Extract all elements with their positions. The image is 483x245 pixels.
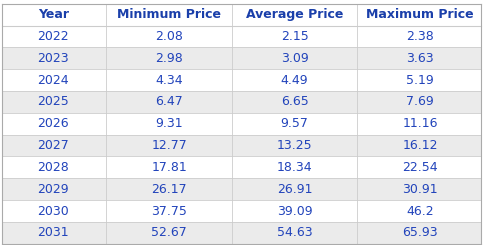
Bar [2,91,481,113]
Text: 2.98: 2.98 [155,52,183,65]
Text: 9.57: 9.57 [281,117,309,130]
Text: 4.49: 4.49 [281,74,309,86]
Text: 18.34: 18.34 [277,161,313,174]
Text: 13.25: 13.25 [277,139,313,152]
Text: 54.63: 54.63 [277,226,313,239]
Text: 16.12: 16.12 [402,139,438,152]
Text: 2029: 2029 [37,183,69,196]
Text: 6.47: 6.47 [155,95,183,108]
Text: 2026: 2026 [37,117,69,130]
Text: Year: Year [38,8,69,21]
Text: 2025: 2025 [37,95,69,108]
Text: Maximum Price: Maximum Price [367,8,474,21]
Bar [2,178,481,200]
Text: 2.38: 2.38 [406,30,434,43]
Text: 9.31: 9.31 [155,117,183,130]
Text: 17.81: 17.81 [151,161,187,174]
Text: 2022: 2022 [37,30,69,43]
Bar [2,25,481,47]
Text: Minimum Price: Minimum Price [117,8,221,21]
Text: 4.34: 4.34 [155,74,183,86]
Bar [2,200,481,222]
Bar [2,113,481,135]
Text: 2027: 2027 [37,139,69,152]
Bar [2,47,481,69]
Text: 2023: 2023 [37,52,69,65]
Text: 30.91: 30.91 [402,183,438,196]
Bar [2,135,481,157]
Text: 3.09: 3.09 [281,52,309,65]
Text: 2.15: 2.15 [281,30,309,43]
Text: 46.2: 46.2 [406,205,434,218]
Text: 7.69: 7.69 [406,95,434,108]
Text: 65.93: 65.93 [402,226,438,239]
Text: 11.16: 11.16 [402,117,438,130]
Text: 52.67: 52.67 [151,226,187,239]
Text: 5.19: 5.19 [406,74,434,86]
Text: 2031: 2031 [37,226,69,239]
Bar [2,157,481,178]
Text: 2030: 2030 [37,205,69,218]
Text: 26.17: 26.17 [151,183,187,196]
Text: 22.54: 22.54 [402,161,438,174]
Bar [2,222,481,244]
Text: 6.65: 6.65 [281,95,309,108]
Bar [2,69,481,91]
Bar [2,4,481,25]
Text: 3.63: 3.63 [406,52,434,65]
Text: 2024: 2024 [37,74,69,86]
Text: 2028: 2028 [37,161,69,174]
Text: 26.91: 26.91 [277,183,313,196]
Text: 2.08: 2.08 [155,30,183,43]
Text: 12.77: 12.77 [151,139,187,152]
Text: Average Price: Average Price [246,8,343,21]
Text: 37.75: 37.75 [151,205,187,218]
Text: 39.09: 39.09 [277,205,313,218]
